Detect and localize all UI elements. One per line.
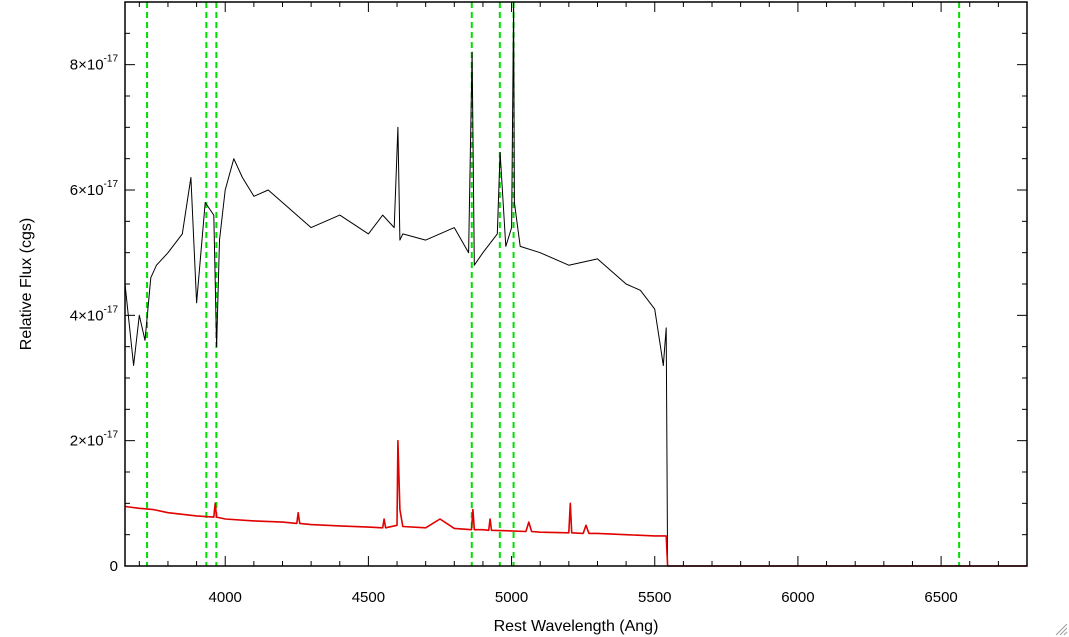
ticks-layer — [125, 1, 1028, 567]
resize-grip-icon — [1055, 623, 1068, 636]
series-line-1 — [124, 1, 1027, 567]
y-tick-exponent: -17 — [104, 430, 119, 441]
y-tick-mantissa: 6×10 — [70, 182, 104, 199]
series-line-2 — [124, 439, 1027, 567]
y-tick-mantissa: 8×10 — [70, 57, 104, 74]
x-tick-label: 6500 — [924, 589, 957, 606]
y-tick-exponent: -17 — [104, 304, 119, 315]
y-tick-labels: 02×10-174×10-176×10-178×10-17 — [70, 54, 119, 575]
x-axis-title: Rest Wavelength (Ang) — [494, 618, 659, 635]
y-tick-label: 0 — [110, 558, 118, 575]
x-tick-label: 6000 — [781, 589, 814, 606]
y-tick-mantissa: 2×10 — [70, 433, 104, 450]
x-tick-label: 4000 — [209, 589, 242, 606]
y-tick-mantissa: 0 — [110, 558, 118, 575]
y-tick-label: 6×10-17 — [70, 179, 119, 199]
x-tick-label: 4500 — [352, 589, 385, 606]
y-axis-title: Relative Flux (cgs) — [18, 218, 35, 350]
x-tick-label: 5000 — [495, 589, 528, 606]
y-tick-exponent: -17 — [104, 179, 119, 190]
y-tick-label: 4×10-17 — [70, 304, 119, 324]
x-tick-label: 5500 — [638, 589, 671, 606]
x-tick-labels: 4000 4500 5000 5500 6000 6500 — [209, 589, 958, 606]
y-tick-mantissa: 4×10 — [70, 307, 104, 324]
series-layer — [124, 1, 1027, 567]
y-tick-label: 2×10-17 — [70, 430, 119, 450]
y-tick-exponent: -17 — [104, 54, 119, 65]
y-tick-label: 8×10-17 — [70, 54, 119, 74]
